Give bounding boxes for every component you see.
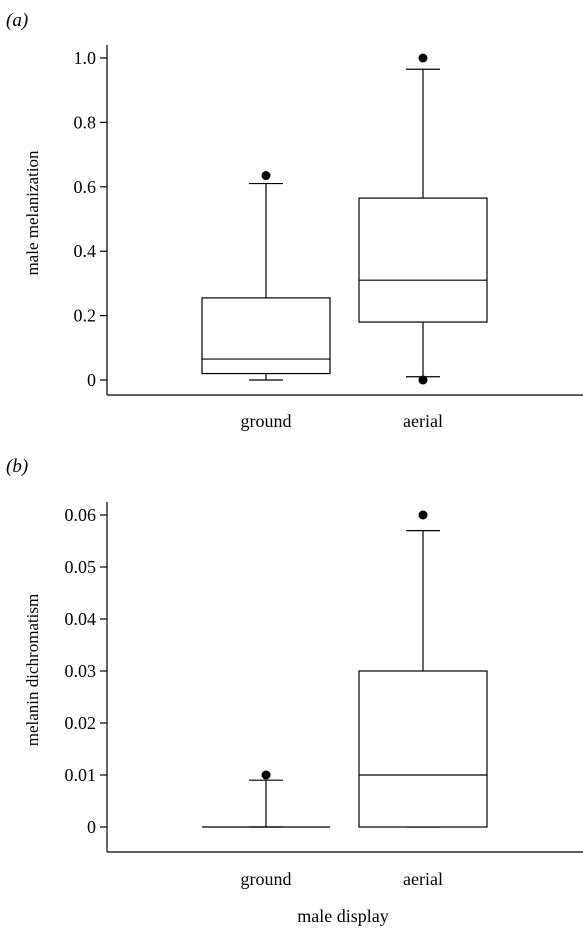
panel-b-category-labels: ground aerial [241,869,443,889]
panel-b-label: (b) [6,456,28,477]
outlier-point [261,171,271,181]
y-tick-label: 0.6 [74,177,97,197]
panel-a-y-axis-label: male melanization [23,150,42,276]
panel-b-x-axis-label: male display [297,906,388,926]
box-ground [201,171,331,381]
panel-a-label: (a) [6,10,28,31]
y-tick-label: 0.01 [65,765,97,785]
box-aerial [358,510,488,828]
y-tick-label: 0.04 [65,609,97,629]
iqr-box [201,297,331,375]
panel-a-boxes [201,53,488,385]
y-tick-label: 0.02 [65,713,97,733]
y-tick-label: 0.05 [65,557,97,577]
panel-b: (b) melanin dichromatism 0 0.01 0.02 0.03 0.… [6,456,583,926]
y-tick-label: 1.0 [74,48,97,68]
category-label-ground: ground [241,869,292,889]
y-tick-label: 0.4 [74,241,97,261]
y-tick-label: 0.2 [74,306,97,326]
category-label-aerial: aerial [403,869,443,889]
y-tick-label: 0.06 [65,505,97,525]
y-tick-label: 0 [87,370,96,390]
panel-b-y-axis-label: melanin dichromatism [23,594,42,747]
y-tick-label: 0.03 [65,661,97,681]
panel-a: (a) male melanization 0 0.2 0.4 0.6 0.8 1.0 g… [6,10,583,431]
box-ground [202,770,330,828]
category-label-aerial: aerial [403,411,443,431]
panel-a-category-labels: ground aerial [241,411,443,431]
panel-a-y-ticks: 0 0.2 0.4 0.6 0.8 1.0 [74,48,107,390]
iqr-box [358,670,488,828]
outlier-point [261,770,271,780]
panel-b-y-ticks: 0 0.01 0.02 0.03 0.04 0.05 0.06 [65,505,107,837]
y-tick-label: 0.8 [74,112,97,132]
iqr-box [358,197,488,323]
outlier-point [418,510,428,520]
category-label-ground: ground [241,411,292,431]
panel-b-boxes [202,510,488,828]
outlier-point [418,53,428,63]
outlier-point [418,375,428,385]
y-tick-label: 0 [87,817,96,837]
box-aerial [358,53,488,385]
